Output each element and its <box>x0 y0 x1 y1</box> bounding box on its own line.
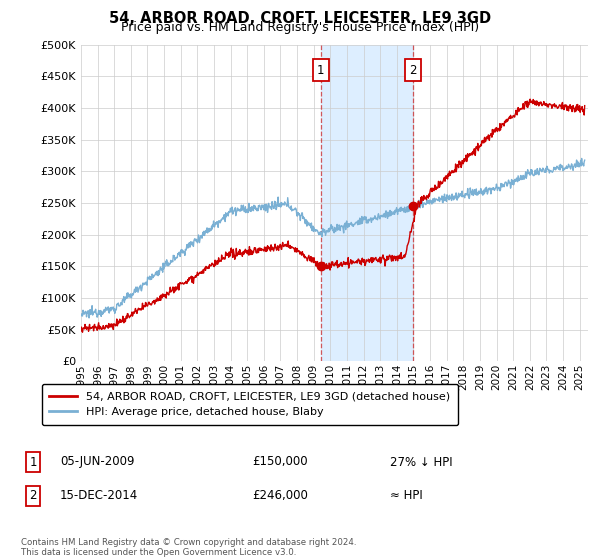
Text: 54, ARBOR ROAD, CROFT, LEICESTER, LE9 3GD: 54, ARBOR ROAD, CROFT, LEICESTER, LE9 3G… <box>109 11 491 26</box>
Text: 2: 2 <box>409 64 416 77</box>
Text: ≈ HPI: ≈ HPI <box>390 489 423 502</box>
Bar <box>321 45 413 361</box>
Text: 15-DEC-2014: 15-DEC-2014 <box>60 489 138 502</box>
Text: 1: 1 <box>29 455 37 469</box>
Text: £246,000: £246,000 <box>252 489 308 502</box>
Text: Price paid vs. HM Land Registry's House Price Index (HPI): Price paid vs. HM Land Registry's House … <box>121 21 479 34</box>
Text: 2: 2 <box>29 489 37 502</box>
Text: Contains HM Land Registry data © Crown copyright and database right 2024.
This d: Contains HM Land Registry data © Crown c… <box>21 538 356 557</box>
Text: 05-JUN-2009: 05-JUN-2009 <box>60 455 134 469</box>
Text: 27% ↓ HPI: 27% ↓ HPI <box>390 455 452 469</box>
Legend: 54, ARBOR ROAD, CROFT, LEICESTER, LE9 3GD (detached house), HPI: Average price, : 54, ARBOR ROAD, CROFT, LEICESTER, LE9 3G… <box>41 384 458 425</box>
Text: 1: 1 <box>317 64 325 77</box>
Text: £150,000: £150,000 <box>252 455 308 469</box>
